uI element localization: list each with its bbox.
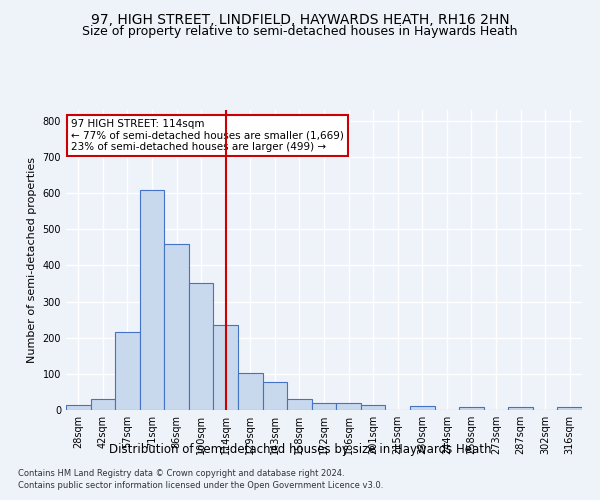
Bar: [410, 406, 434, 410]
Bar: [189, 284, 214, 410]
Bar: [214, 325, 238, 410]
Text: Contains public sector information licensed under the Open Government Licence v3: Contains public sector information licen…: [18, 481, 383, 490]
Text: Distribution of semi-detached houses by size in Haywards Heath: Distribution of semi-detached houses by …: [109, 442, 491, 456]
Bar: [361, 406, 385, 410]
Bar: [336, 403, 361, 410]
Bar: [140, 190, 164, 410]
Bar: [238, 373, 263, 410]
Bar: [263, 382, 287, 410]
Bar: [164, 244, 189, 410]
Text: Contains HM Land Registry data © Crown copyright and database right 2024.: Contains HM Land Registry data © Crown c…: [18, 468, 344, 477]
Text: 97, HIGH STREET, LINDFIELD, HAYWARDS HEATH, RH16 2HN: 97, HIGH STREET, LINDFIELD, HAYWARDS HEA…: [91, 12, 509, 26]
Bar: [508, 408, 533, 410]
Bar: [557, 407, 582, 410]
Bar: [91, 399, 115, 410]
Bar: [66, 404, 91, 410]
Bar: [115, 332, 140, 410]
Bar: [287, 399, 312, 410]
Text: Size of property relative to semi-detached houses in Haywards Heath: Size of property relative to semi-detach…: [82, 25, 518, 38]
Bar: [459, 408, 484, 410]
Text: 97 HIGH STREET: 114sqm
← 77% of semi-detached houses are smaller (1,669)
23% of : 97 HIGH STREET: 114sqm ← 77% of semi-det…: [71, 119, 344, 152]
Y-axis label: Number of semi-detached properties: Number of semi-detached properties: [27, 157, 37, 363]
Bar: [312, 403, 336, 410]
